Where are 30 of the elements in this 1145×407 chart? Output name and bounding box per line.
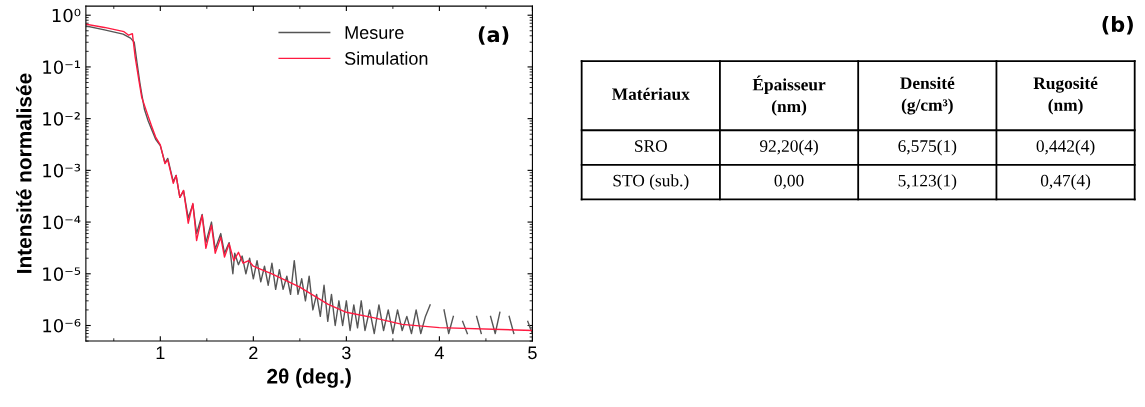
x-tick-label: 5 <box>528 346 537 360</box>
text: 0,47(4) <box>1040 174 1091 190</box>
y-tick-label: 10⁻⁶ <box>43 318 81 333</box>
y-tick-label: 10⁻⁵ <box>43 267 81 281</box>
text: 5,123(1) <box>898 174 957 190</box>
x-tick-label: 4 <box>434 346 444 360</box>
y-axis-title: Intensité normalisée <box>16 73 32 273</box>
legend-label: Mesure <box>345 26 404 39</box>
text: SRO <box>635 140 667 152</box>
text: Rugosité (nm) <box>1033 76 1098 115</box>
text: 92,20(4) <box>759 139 818 156</box>
x-tick-label: 1 <box>156 346 165 360</box>
y-tick-label: 10⁻³ <box>43 163 81 178</box>
x-axis-title: 2θ (deg.) <box>267 368 351 388</box>
text: (a) <box>478 26 509 45</box>
text: STO (sub.) <box>613 174 689 190</box>
legend-label: Simulation <box>344 51 428 65</box>
text: 0,00 <box>774 174 804 189</box>
text: Matériaux <box>612 87 690 101</box>
x-tick-label: 3 <box>342 346 351 360</box>
y-tick-label: 10⁻⁴ <box>43 215 81 230</box>
y-tick-label: 10⁻¹ <box>43 60 81 75</box>
text: 0,442(4) <box>1036 139 1095 156</box>
text: (b) <box>1102 15 1133 35</box>
text: Épaisseur (nm) <box>752 75 826 116</box>
y-tick-label: 10⁰ <box>52 8 81 23</box>
text: 6,575(1) <box>898 139 957 156</box>
text: Densité (g/cm³) <box>900 76 955 115</box>
y-tick-label: 10⁻² <box>43 112 80 126</box>
x-tick-label: 2 <box>249 346 258 360</box>
